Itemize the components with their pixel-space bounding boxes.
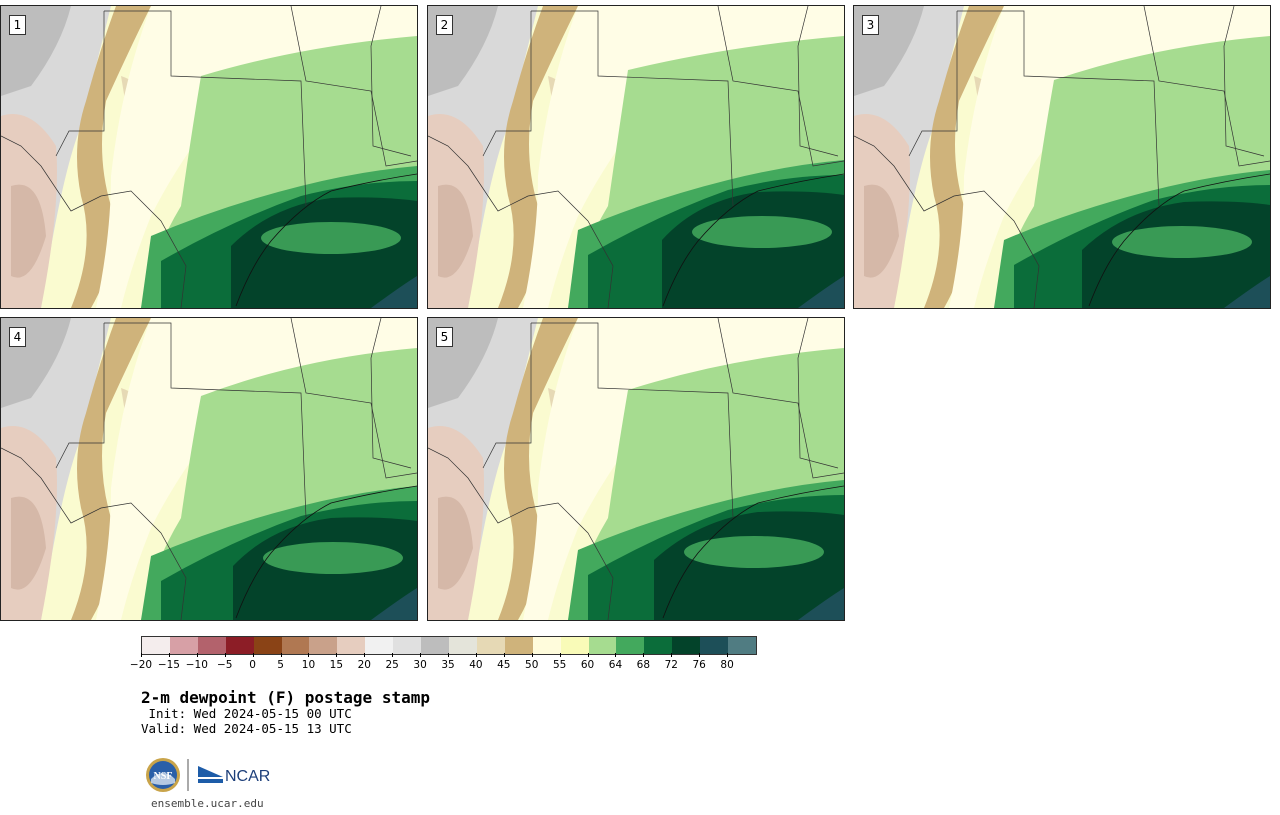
colorbar-swatch <box>644 637 673 654</box>
colorbar-tick-label: 20 <box>357 659 371 671</box>
colorbar-tick-label: 72 <box>664 659 678 671</box>
colorbar-tick <box>141 653 142 657</box>
colorbar-tick <box>448 653 449 657</box>
colorbar-swatch <box>253 637 282 654</box>
colorbar-tick-label: 50 <box>525 659 539 671</box>
colorbar-swatch <box>504 637 533 654</box>
colorbar-tick <box>336 653 338 657</box>
colorbar-tick <box>475 653 477 657</box>
colorbar-swatch <box>672 637 701 654</box>
dewpoint-map-2 <box>428 6 844 308</box>
colorbar-swatch <box>532 637 561 654</box>
colorbar-swatch <box>728 637 756 654</box>
colorbar-tick-label: 55 <box>552 659 567 671</box>
colorbar-tick-label: 45 <box>497 659 511 671</box>
panel-number-2: 2 <box>436 15 453 35</box>
colorbar-tick-label: 25 <box>385 659 399 671</box>
colorbar-tick <box>615 653 617 657</box>
colorbar-tick-label: 40 <box>469 659 483 671</box>
colorbar <box>141 636 757 655</box>
colorbar-swatch <box>281 637 310 654</box>
colorbar-swatch <box>616 637 645 654</box>
colorbar-tick <box>587 653 589 657</box>
ncar-logo: NCAR <box>198 766 270 785</box>
colorbar-swatch <box>421 637 449 654</box>
nsf-logo-text: NSF <box>154 771 173 782</box>
dewpoint-map-1 <box>1 6 417 308</box>
colorbar-tick <box>168 653 170 657</box>
colorbar-tick <box>252 653 254 657</box>
colorbar-swatch <box>337 637 366 654</box>
panel-number-5: 5 <box>436 327 453 347</box>
colorbar-tick-label: 64 <box>608 659 623 671</box>
panel-number-1: 1 <box>9 15 26 35</box>
colorbar-tick-label: 5 <box>277 659 284 671</box>
colorbar-tick <box>392 653 394 657</box>
dewpoint-map-3 <box>854 6 1270 308</box>
colorbar-tick <box>531 653 533 657</box>
colorbar-tick-label: 30 <box>413 659 427 671</box>
logos: NSF NCAR <box>145 757 275 793</box>
colorbar-swatch <box>169 637 198 654</box>
colorbar-tick <box>196 653 198 657</box>
colorbar-tick-label: 80 <box>720 659 734 671</box>
colorbar-tick <box>364 653 366 657</box>
colorbar-swatch <box>197 637 226 654</box>
valid-time: Valid: Wed 2024-05-15 13 UTC <box>141 721 352 736</box>
init-time: Init: Wed 2024-05-15 00 UTC <box>141 706 352 721</box>
map-panel-2: 2 <box>427 5 845 309</box>
colorbar-swatch <box>476 637 505 654</box>
website-url: ensemble.ucar.edu <box>151 797 264 810</box>
dewpoint-map-4 <box>1 318 417 620</box>
ncar-logo-text: NCAR <box>225 768 270 785</box>
map-panel-1: 1 <box>0 5 418 309</box>
colorbar-tick-label: 68 <box>636 659 651 671</box>
colorbar-tick-label: 15 <box>329 659 344 671</box>
colorbar-tick-label: 35 <box>441 659 455 671</box>
colorbar-swatch <box>309 637 338 654</box>
nsf-logo: NSF <box>146 758 180 792</box>
colorbar-swatch <box>588 637 617 654</box>
colorbar-tick-label: 76 <box>692 659 706 671</box>
colorbar-swatch <box>393 637 422 654</box>
colorbar-tick <box>643 653 645 657</box>
panel-number-3: 3 <box>862 15 879 35</box>
logo-group: NSF NCAR <box>146 758 270 792</box>
colorbar-tick-label: −15 <box>157 659 180 671</box>
colorbar-tick-label: 60 <box>580 659 595 671</box>
colorbar-tick-label: −10 <box>185 659 208 671</box>
colorbar-swatch <box>700 637 729 654</box>
colorbar-tick <box>503 653 505 657</box>
figure-title: 2-m dewpoint (F) postage stamp <box>141 688 430 707</box>
colorbar-tick <box>308 653 310 657</box>
colorbar-tick <box>727 653 729 657</box>
colorbar-tick <box>280 653 282 657</box>
colorbar-tick <box>224 653 226 657</box>
colorbar-ticks: −20 −15 −10 −5 0 5 10 15 20 25 30 35 40 45 50 55 60 64 68 7… <box>130 653 757 673</box>
panel-number-4: 4 <box>9 327 26 347</box>
colorbar-tick-label: 10 <box>301 659 316 671</box>
colorbar-swatch <box>365 637 394 654</box>
colorbar-swatch <box>225 637 254 654</box>
colorbar-tick <box>420 653 422 657</box>
map-panel-5: 5 <box>427 317 845 621</box>
colorbar-tick-label: −20 <box>129 659 153 671</box>
colorbar-tick <box>671 653 673 657</box>
colorbar-tick-label: −5 <box>216 659 233 671</box>
colorbar-tick-label: 0 <box>249 659 256 671</box>
colorbar-tick <box>699 653 701 657</box>
map-panel-4: 4 <box>0 317 418 621</box>
colorbar-swatch <box>142 637 170 654</box>
colorbar-swatch <box>448 637 477 654</box>
colorbar-tick <box>559 653 561 657</box>
dewpoint-map-5 <box>428 318 844 620</box>
map-panel-3: 3 <box>853 5 1271 309</box>
colorbar-swatch <box>560 637 589 654</box>
